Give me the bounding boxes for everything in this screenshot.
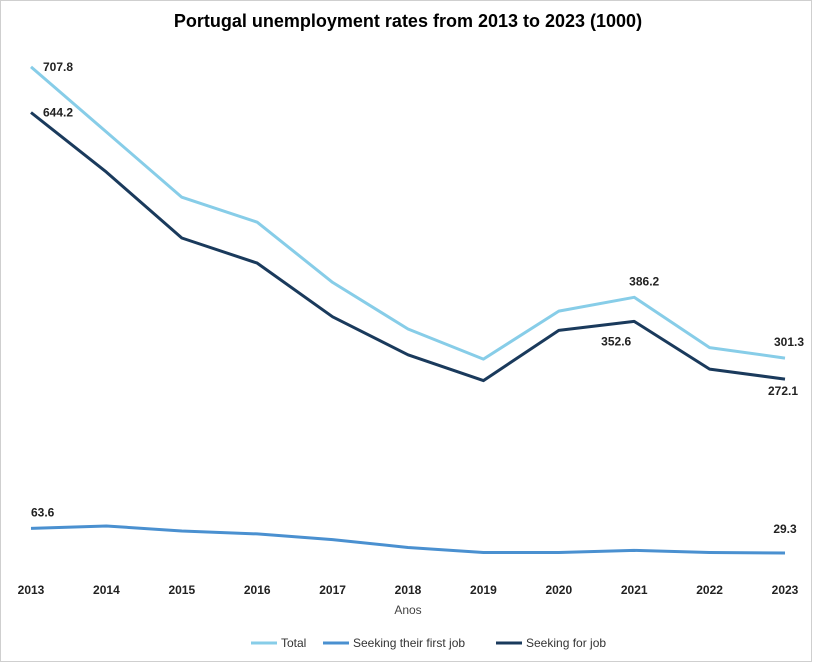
legend-label: Total xyxy=(281,636,306,650)
series-line-total xyxy=(31,67,785,359)
x-tick-label: 2018 xyxy=(395,583,422,597)
data-label: 29.3 xyxy=(773,522,797,536)
x-axis-label: Anos xyxy=(394,603,421,617)
series-line-seeking-for-job xyxy=(31,113,785,381)
x-tick-label: 2014 xyxy=(93,583,120,597)
legend-label: Seeking for job xyxy=(526,636,606,650)
data-label: 644.2 xyxy=(43,105,73,119)
data-labels: 707.8 386.2 301.3 644.2 352.6 272.1 63.6 29.3 xyxy=(31,60,804,536)
data-label: 301.3 xyxy=(774,335,804,349)
x-tick-label: 2019 xyxy=(470,583,497,597)
data-label: 63.6 xyxy=(31,505,55,519)
x-tick-label: 2017 xyxy=(319,583,346,597)
x-tick-label: 2013 xyxy=(18,583,45,597)
data-label: 352.6 xyxy=(601,334,631,348)
series-lines xyxy=(31,67,785,553)
x-tick-label: 2020 xyxy=(545,583,572,597)
series-line-seeking-their-first-job xyxy=(31,526,785,553)
data-label: 707.8 xyxy=(43,60,73,74)
chart-title: Portugal unemployment rates from 2013 to… xyxy=(174,11,642,31)
x-tick-label: 2021 xyxy=(621,583,648,597)
data-label: 272.1 xyxy=(768,384,798,398)
x-axis-ticks: 2013 2014 2015 2016 2017 2018 2019 2020 2021 2022… xyxy=(18,583,799,597)
data-label: 386.2 xyxy=(629,274,659,288)
legend: Total Seeking their first job Seeking for … xyxy=(251,636,606,650)
legend-label: Seeking their first job xyxy=(353,636,465,650)
x-tick-label: 2023 xyxy=(772,583,799,597)
x-tick-label: 2016 xyxy=(244,583,271,597)
x-tick-label: 2015 xyxy=(168,583,195,597)
x-tick-label: 2022 xyxy=(696,583,723,597)
